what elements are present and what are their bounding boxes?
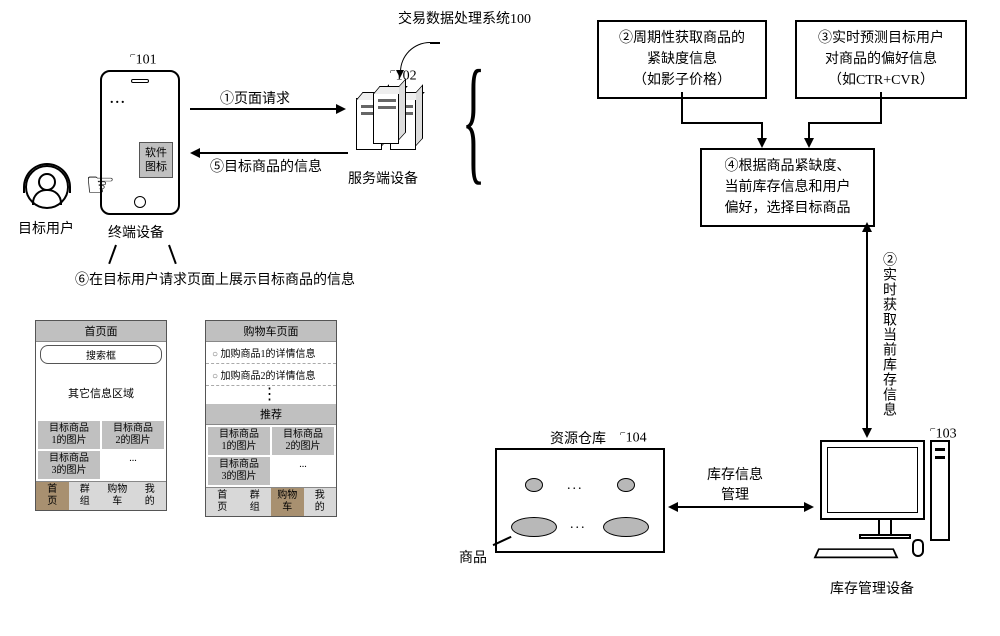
app-icon: 软件图标 (139, 142, 173, 178)
warehouse-item-label: 商品 (459, 547, 487, 567)
page1-tab4: 我的 (134, 482, 167, 510)
terminal-device: ... 软件图标 (100, 70, 180, 215)
server-label: 服务端设备 (348, 168, 418, 188)
page2-cell-more: ... (272, 457, 334, 485)
box-select: ④根据商品紧缺度、 当前库存信息和用户 偏好，选择目标商品 (700, 148, 875, 227)
arrow-wh-comp (676, 506, 806, 508)
arrow-1-label: ①页面请求 (220, 88, 290, 108)
computer-label: 库存管理设备 (830, 578, 914, 598)
warehouse-label: 资源仓库 (550, 428, 606, 448)
terminal-label: 终端设备 (108, 222, 164, 242)
page2-item2: 加购商品2的详情信息 (206, 364, 336, 386)
page2-cell-1: 目标商品1的图片 (208, 427, 270, 455)
mock-home-page: 首页面 搜索框 其它信息区域 目标商品1的图片 目标商品2的图片 目标商品3的图… (35, 320, 167, 511)
server-icon (352, 82, 422, 157)
user-icon (25, 165, 69, 209)
box-scarcity: ②周期性获取商品的 紧缺度信息 （如影子价格） (597, 20, 767, 99)
arrow-5-label: ⑤目标商品的信息 (210, 156, 322, 176)
user-label: 目标用户 (18, 218, 74, 238)
arrow-6-label: ⑥在目标用户请求页面上展示目标商品的信息 (75, 270, 275, 291)
page1-tab3: 购物车 (101, 482, 134, 510)
arrow-1-line (190, 108, 338, 110)
arrow-3to4-h (810, 122, 882, 124)
arrow-2to4-h (681, 122, 761, 124)
arrow-2to4 (681, 92, 683, 122)
arrow-wh-comp-r (804, 502, 814, 512)
arrow-2to4-head (757, 138, 767, 148)
page1-tab1: 首页 (36, 482, 69, 510)
arrow-4toComp-down (862, 428, 872, 438)
arrow-6-v1 (108, 245, 117, 264)
box-preference: ③实时预测目标用户 对商品的偏好信息 （如CTR+CVR） (795, 20, 967, 99)
page1-cell-1: 目标商品1的图片 (38, 421, 100, 449)
phone-id: ⌐101 (130, 50, 157, 69)
arrow-5-head (190, 148, 200, 158)
warehouse-id: ⌐104 (620, 428, 647, 447)
page2-title: 购物车页面 (206, 321, 336, 342)
brace-icon: { (462, 50, 486, 190)
resource-warehouse: ... ... (495, 448, 665, 553)
page1-title: 首页面 (36, 321, 166, 342)
page1-area: 其它信息区域 (36, 367, 166, 419)
page2-cell-2: 目标商品2的图片 (272, 427, 334, 455)
page2-item1: 加购商品1的详情信息 (206, 342, 336, 364)
page1-search: 搜索框 (40, 345, 162, 364)
page2-tab2: 群组 (239, 488, 272, 516)
arrow-wh-comp-l (668, 502, 678, 512)
arrow-5-line (200, 152, 348, 154)
arrow-4toComp-up (862, 222, 872, 232)
page2-tab1: 首页 (206, 488, 239, 516)
arrow-inv-label: ②实时获取当前库存信息 (878, 252, 898, 417)
page1-cell-3: 目标商品3的图片 (38, 451, 100, 479)
arrow-3to4-head (804, 138, 814, 148)
inv-mgmt-label: 库存信息管理 (707, 466, 763, 505)
arrow-4toComp (866, 230, 868, 430)
mock-cart-page: 购物车页面 加购商品1的详情信息 加购商品2的详情信息 ⋮ 推荐 目标商品1的图… (205, 320, 337, 517)
page2-cell-3: 目标商品3的图片 (208, 457, 270, 485)
page2-rec: 推荐 (206, 404, 336, 425)
title-arrow-line (430, 42, 440, 44)
page1-tab2: 群组 (69, 482, 102, 510)
page2-dots1: ⋮ (206, 386, 336, 404)
page1-cell-more: ... (102, 451, 164, 479)
phone-menu-icon: ... (110, 92, 127, 108)
page2-tab3: 购物车 (271, 488, 304, 516)
system-title: 交易数据处理系统100 (398, 10, 531, 30)
page1-cell-2: 目标商品2的图片 (102, 421, 164, 449)
inventory-computer (820, 440, 950, 539)
page2-tab4: 我的 (304, 488, 337, 516)
arrow-1-head (336, 104, 346, 114)
arrow-6-v2 (168, 245, 177, 264)
arrow-3to4 (880, 92, 882, 122)
